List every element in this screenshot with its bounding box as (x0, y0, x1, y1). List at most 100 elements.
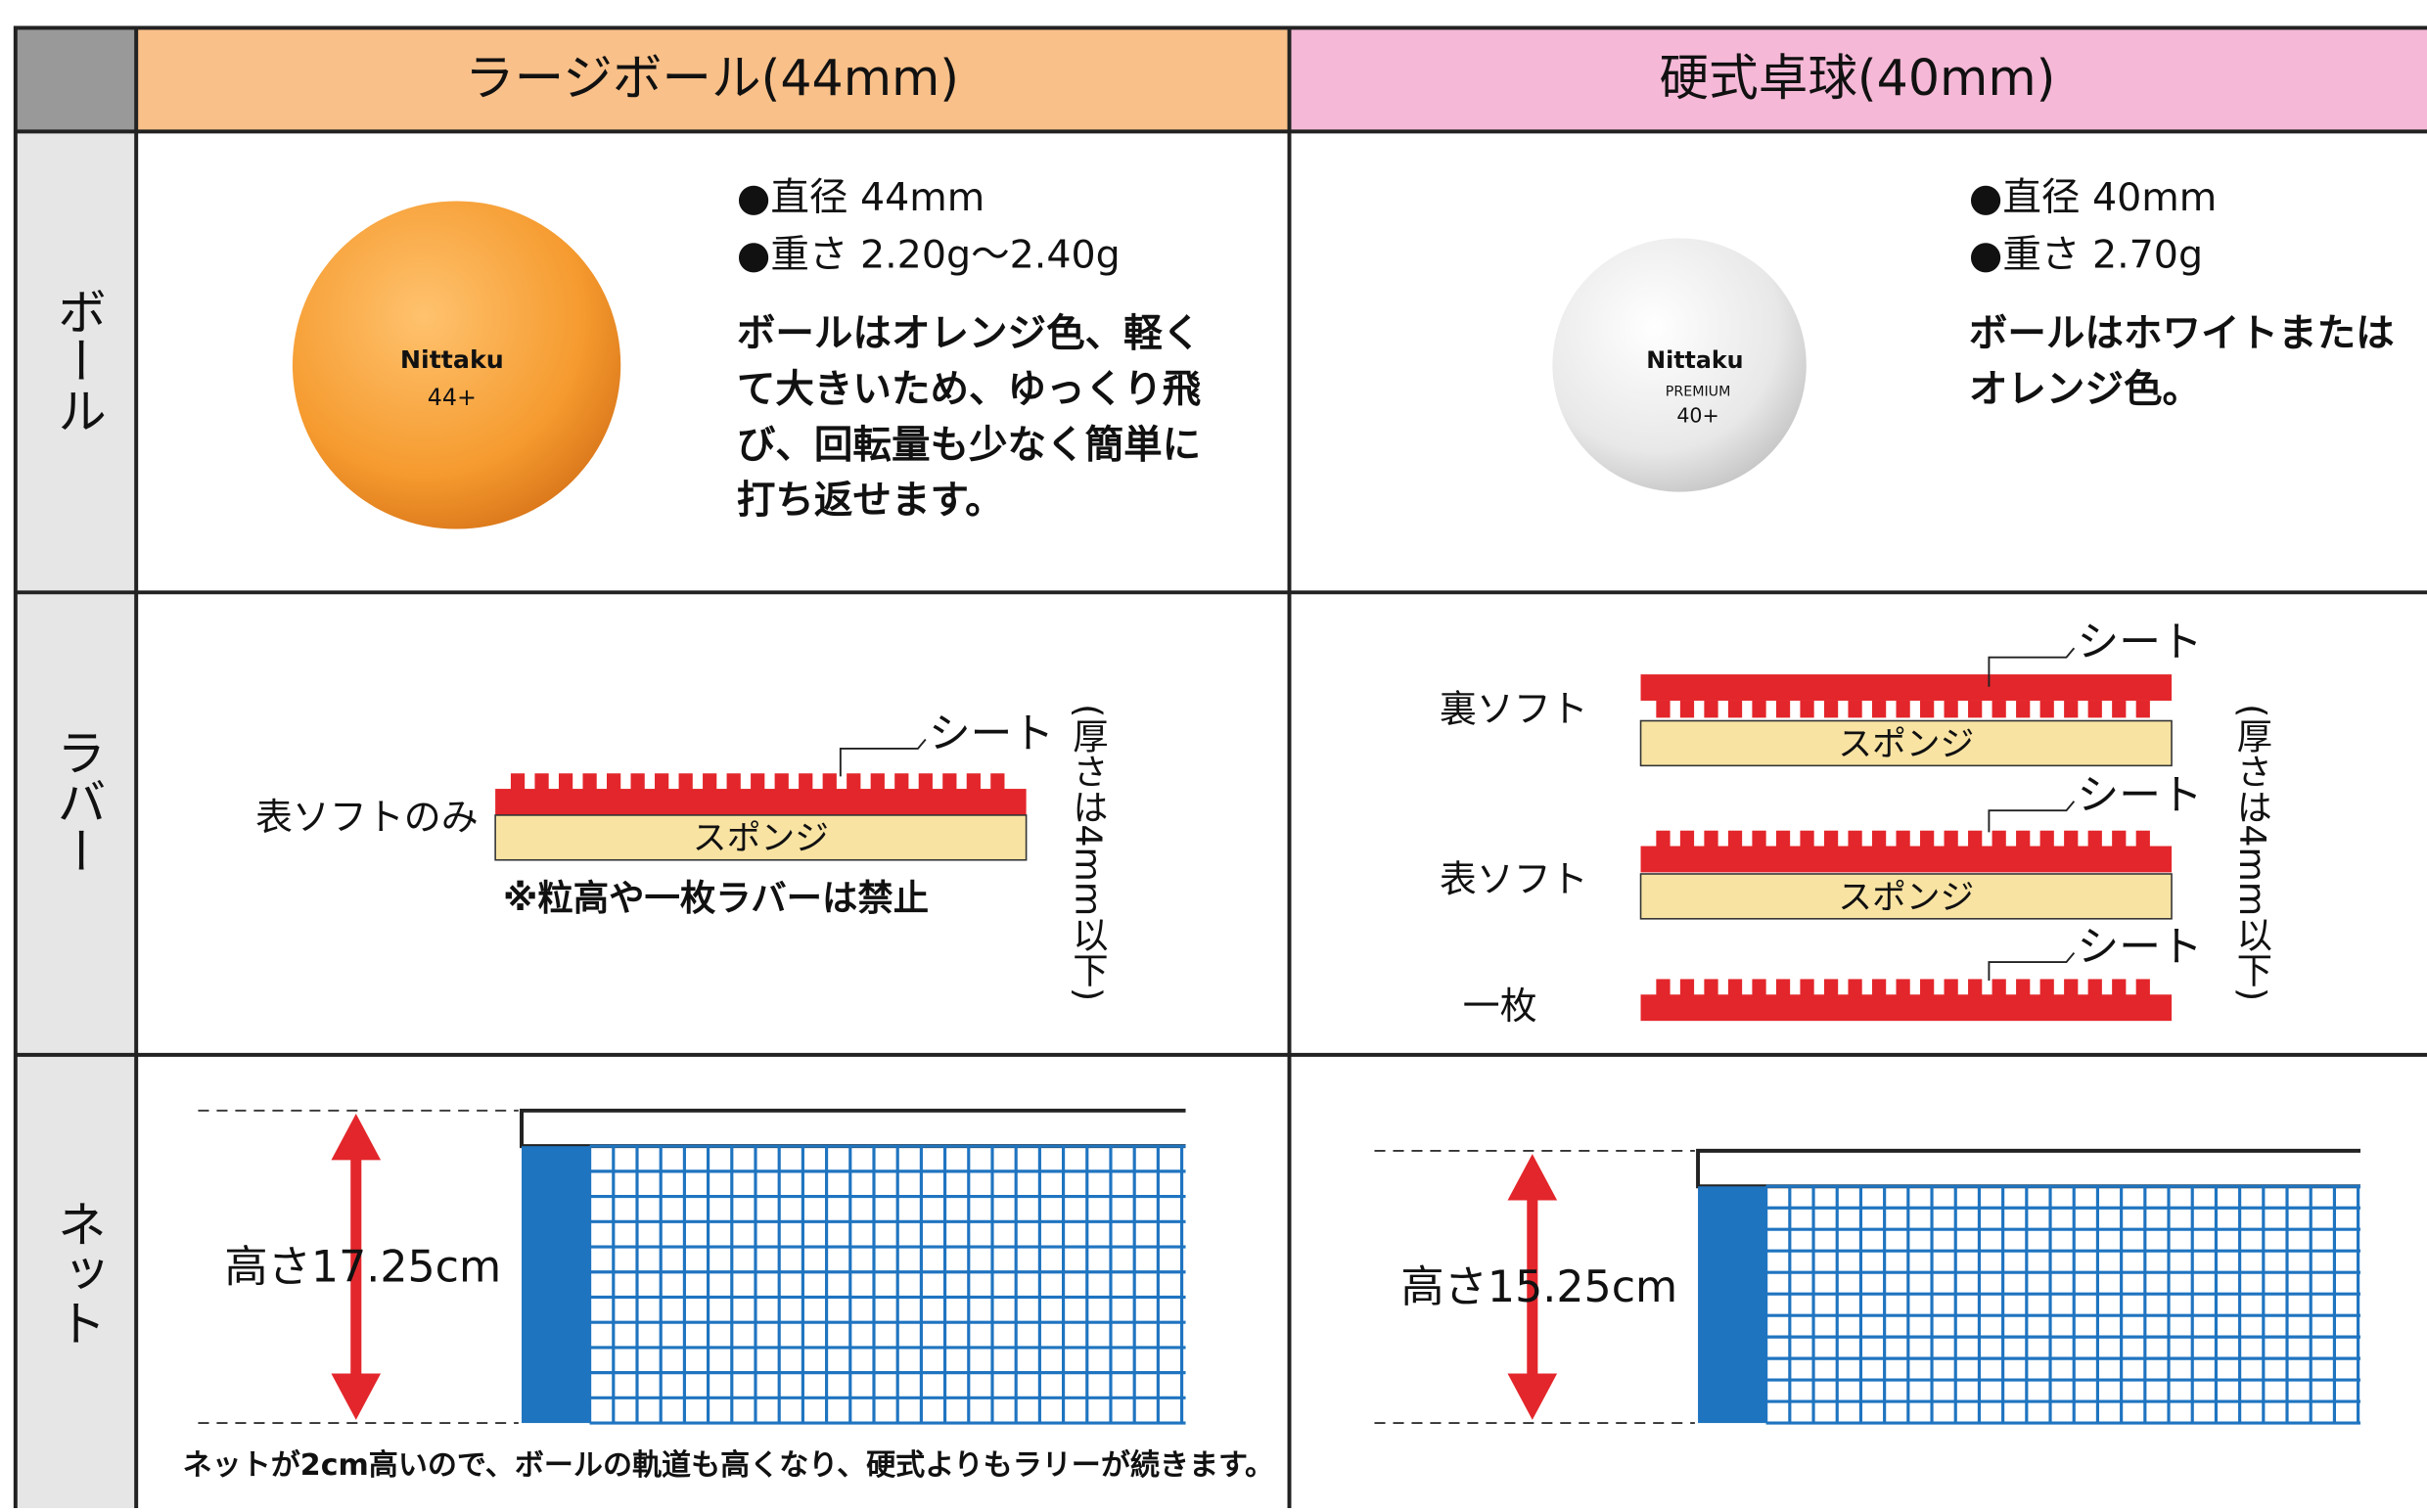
pimple (1656, 831, 1670, 848)
pimple (1776, 831, 1790, 848)
row-label: ラバー (49, 727, 107, 876)
pimple (1800, 701, 1813, 717)
rubber-type: 表ソフトのみ (255, 796, 479, 839)
pimple (871, 773, 885, 790)
arrow-head (1508, 1373, 1558, 1419)
description: オレンジ色。 (1969, 367, 2201, 412)
pimple (1897, 831, 1910, 848)
pimple (894, 773, 908, 790)
pimple (582, 773, 596, 790)
description: 打ち返せます。 (737, 479, 1004, 524)
pimple (1848, 701, 1861, 717)
pimple (1704, 701, 1717, 717)
pimple (1945, 831, 1958, 848)
rubber-type: 裏ソフト (1440, 688, 1588, 731)
weight: ●重さ 2.20g〜2.40g (737, 232, 1121, 277)
pimple (1728, 831, 1742, 848)
pimple (727, 773, 741, 790)
pimple (2016, 831, 2030, 848)
weight: ●重さ 2.70g (1969, 232, 2203, 277)
arrow-head (331, 1373, 381, 1419)
description: て大きいため、ゆっくり飛 (737, 367, 1201, 412)
net-post (1698, 1186, 1766, 1423)
sheet-label: シート (2078, 619, 2203, 667)
pimple (2016, 979, 2030, 995)
pimple (847, 773, 860, 790)
pimple (1656, 979, 1670, 995)
pimple (990, 773, 1004, 790)
callout (1989, 802, 2074, 833)
pimple (1824, 831, 1838, 848)
pimple (655, 773, 668, 790)
sponge-label: スポンジ (1838, 878, 1974, 917)
pimple (2136, 701, 2150, 717)
sheet (1641, 847, 2172, 873)
pimple (1752, 831, 1765, 848)
sheet-label: シート (2078, 771, 2203, 820)
pimple (2064, 701, 2078, 717)
header: ラージボール(44mm) (465, 49, 959, 107)
pimple (1872, 979, 1886, 995)
pimple (534, 773, 548, 790)
sponge-label: スポンジ (693, 819, 829, 858)
description: ボールはホワイトまたは (1969, 311, 2395, 356)
pimple (1680, 979, 1694, 995)
pimple (2040, 979, 2054, 995)
pimple (1704, 979, 1717, 995)
pimple (919, 773, 933, 790)
diameter: ●直径 44mm (737, 175, 985, 220)
pimple (1752, 701, 1765, 717)
pimple (1992, 831, 2006, 848)
pimple (751, 773, 764, 790)
pimple (1680, 701, 1694, 717)
pimple (799, 773, 812, 790)
pimple (1968, 979, 1982, 995)
pimple (2088, 831, 2102, 848)
pimple (2064, 831, 2078, 848)
pimple (1945, 701, 1958, 717)
pimple (1992, 701, 2006, 717)
pimple (823, 773, 837, 790)
net-post (522, 1146, 590, 1423)
sheet-label: シート (2078, 923, 2203, 972)
pimple (1800, 831, 1813, 848)
pimple (1728, 979, 1742, 995)
ball-model: 44+ (428, 384, 477, 411)
pimple (1752, 979, 1765, 995)
rubber-type: 表ソフト (1440, 857, 1588, 900)
pimple (1968, 701, 1982, 717)
net-height: 高さ15.25cm (1400, 1262, 1677, 1312)
ball-brand: Nittaku (400, 345, 504, 374)
pimple (1704, 831, 1717, 848)
rubber-note: ※粒高や一枚ラバーは禁止 (503, 877, 929, 919)
pimple (1728, 701, 1742, 717)
header: 硬式卓球(40mm) (1660, 49, 2056, 107)
net-tape (1698, 1151, 2360, 1186)
pimple (2112, 701, 2126, 717)
pimple (1992, 979, 2006, 995)
pimple (1897, 701, 1910, 717)
pimple (775, 773, 789, 790)
callout (1989, 953, 2074, 981)
diameter: ●直径 40mm (1969, 175, 2217, 220)
pimple (1872, 701, 1886, 717)
description: び、回転量も少なく簡単に (737, 423, 1201, 468)
pimple (2016, 701, 2030, 717)
pimple (1968, 831, 1982, 848)
pimple (2088, 979, 2102, 995)
pimple (2040, 831, 2054, 848)
pimple (1800, 979, 1813, 995)
pimple (942, 773, 956, 790)
arrow-head (331, 1114, 381, 1160)
description: ボールはオレンジ色、軽く (737, 311, 1201, 356)
sheet (495, 789, 1027, 815)
pimple (1945, 979, 1958, 995)
net-height: 高さ17.25cm (224, 1243, 501, 1293)
net-note: ネットが2cm高いので、ボールの軌道も高くなり、硬式よりもラリーが続きます。 (183, 1448, 1274, 1483)
pimple (2064, 979, 2078, 995)
pimple (607, 773, 620, 790)
rubber-diagrams: スポンジシート表ソフトのみ※粒高や一枚ラバーは禁止(厚さは4mm以下)(厚さは4… (255, 619, 2273, 1028)
pimple (1848, 831, 1861, 848)
pimple (2112, 831, 2126, 848)
